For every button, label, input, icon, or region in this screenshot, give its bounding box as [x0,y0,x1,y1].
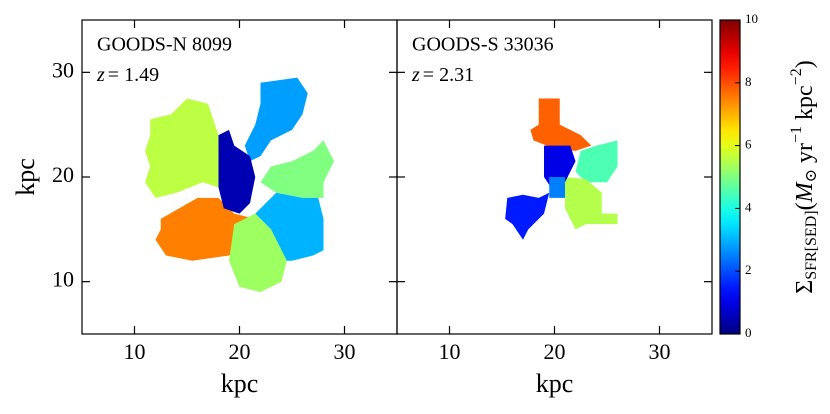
x-tick-label: 10 [439,339,461,364]
colorbar-tick-label: 2 [745,262,752,277]
panel-title: GOODS-S 33036 [412,34,554,56]
y-tick-label: 10 [52,267,74,292]
colorbar-tick-label: 4 [745,199,752,214]
x-tick-label: 20 [229,339,251,364]
colorbar-label-part: ( [792,202,818,210]
x-axis-label: kpc [536,369,574,398]
x-tick-label: 20 [544,339,566,364]
sfr-region [218,129,256,214]
redshift-symbol: z [411,64,420,86]
colorbar-tick-label: 8 [745,74,752,89]
redshift: z = 1.49 [96,64,159,86]
sfr-region [575,140,618,183]
colorbar-label-part: ) [792,60,818,68]
colorbar-tick-label: 6 [745,137,752,152]
colorbar-label: ΣSFR[SED](M⊙ yr−1 kpc−2) [788,60,820,293]
colorbar-label-part: −1 [788,126,805,143]
colorbar-tick-label: 10 [745,11,758,26]
colorbar-label-part: kpc [792,85,818,126]
sfr-region [145,98,219,198]
colorbar-label-part: ⊙ [803,169,820,182]
x-tick-label: 30 [334,339,356,364]
colorbar-label-part: −2 [788,68,805,85]
x-axis-label: kpc [221,369,259,398]
redshift: z = 2.31 [411,64,474,86]
sfr-region [565,177,618,230]
y-axis-label: kpc [11,158,40,196]
sfr-region [229,213,287,293]
colorbar-tick-label: 0 [745,325,752,340]
colorbar-label-part: M [792,180,818,203]
colorbar [719,19,741,335]
sfr-region [260,140,334,198]
sfr-region [549,177,565,198]
colorbar-label-part: SFR[SED] [803,210,820,279]
redshift-value: = 1.49 [108,64,159,86]
sfr-region [530,98,592,151]
y-tick-label: 30 [52,57,74,82]
sfr-region [255,192,324,261]
sfr-region [244,77,308,162]
sfr-region [505,192,550,240]
colorbar-label-part: yr [792,143,818,169]
redshift-symbol: z [96,64,105,86]
redshift-value: = 2.31 [423,64,474,86]
x-tick-label: 30 [649,339,671,364]
x-tick-label: 10 [124,339,146,364]
y-tick-label: 20 [52,162,74,187]
sfr-region [155,197,256,261]
panel-title: GOODS-N 8099 [97,34,232,56]
colorbar-label-part: Σ [792,280,818,294]
